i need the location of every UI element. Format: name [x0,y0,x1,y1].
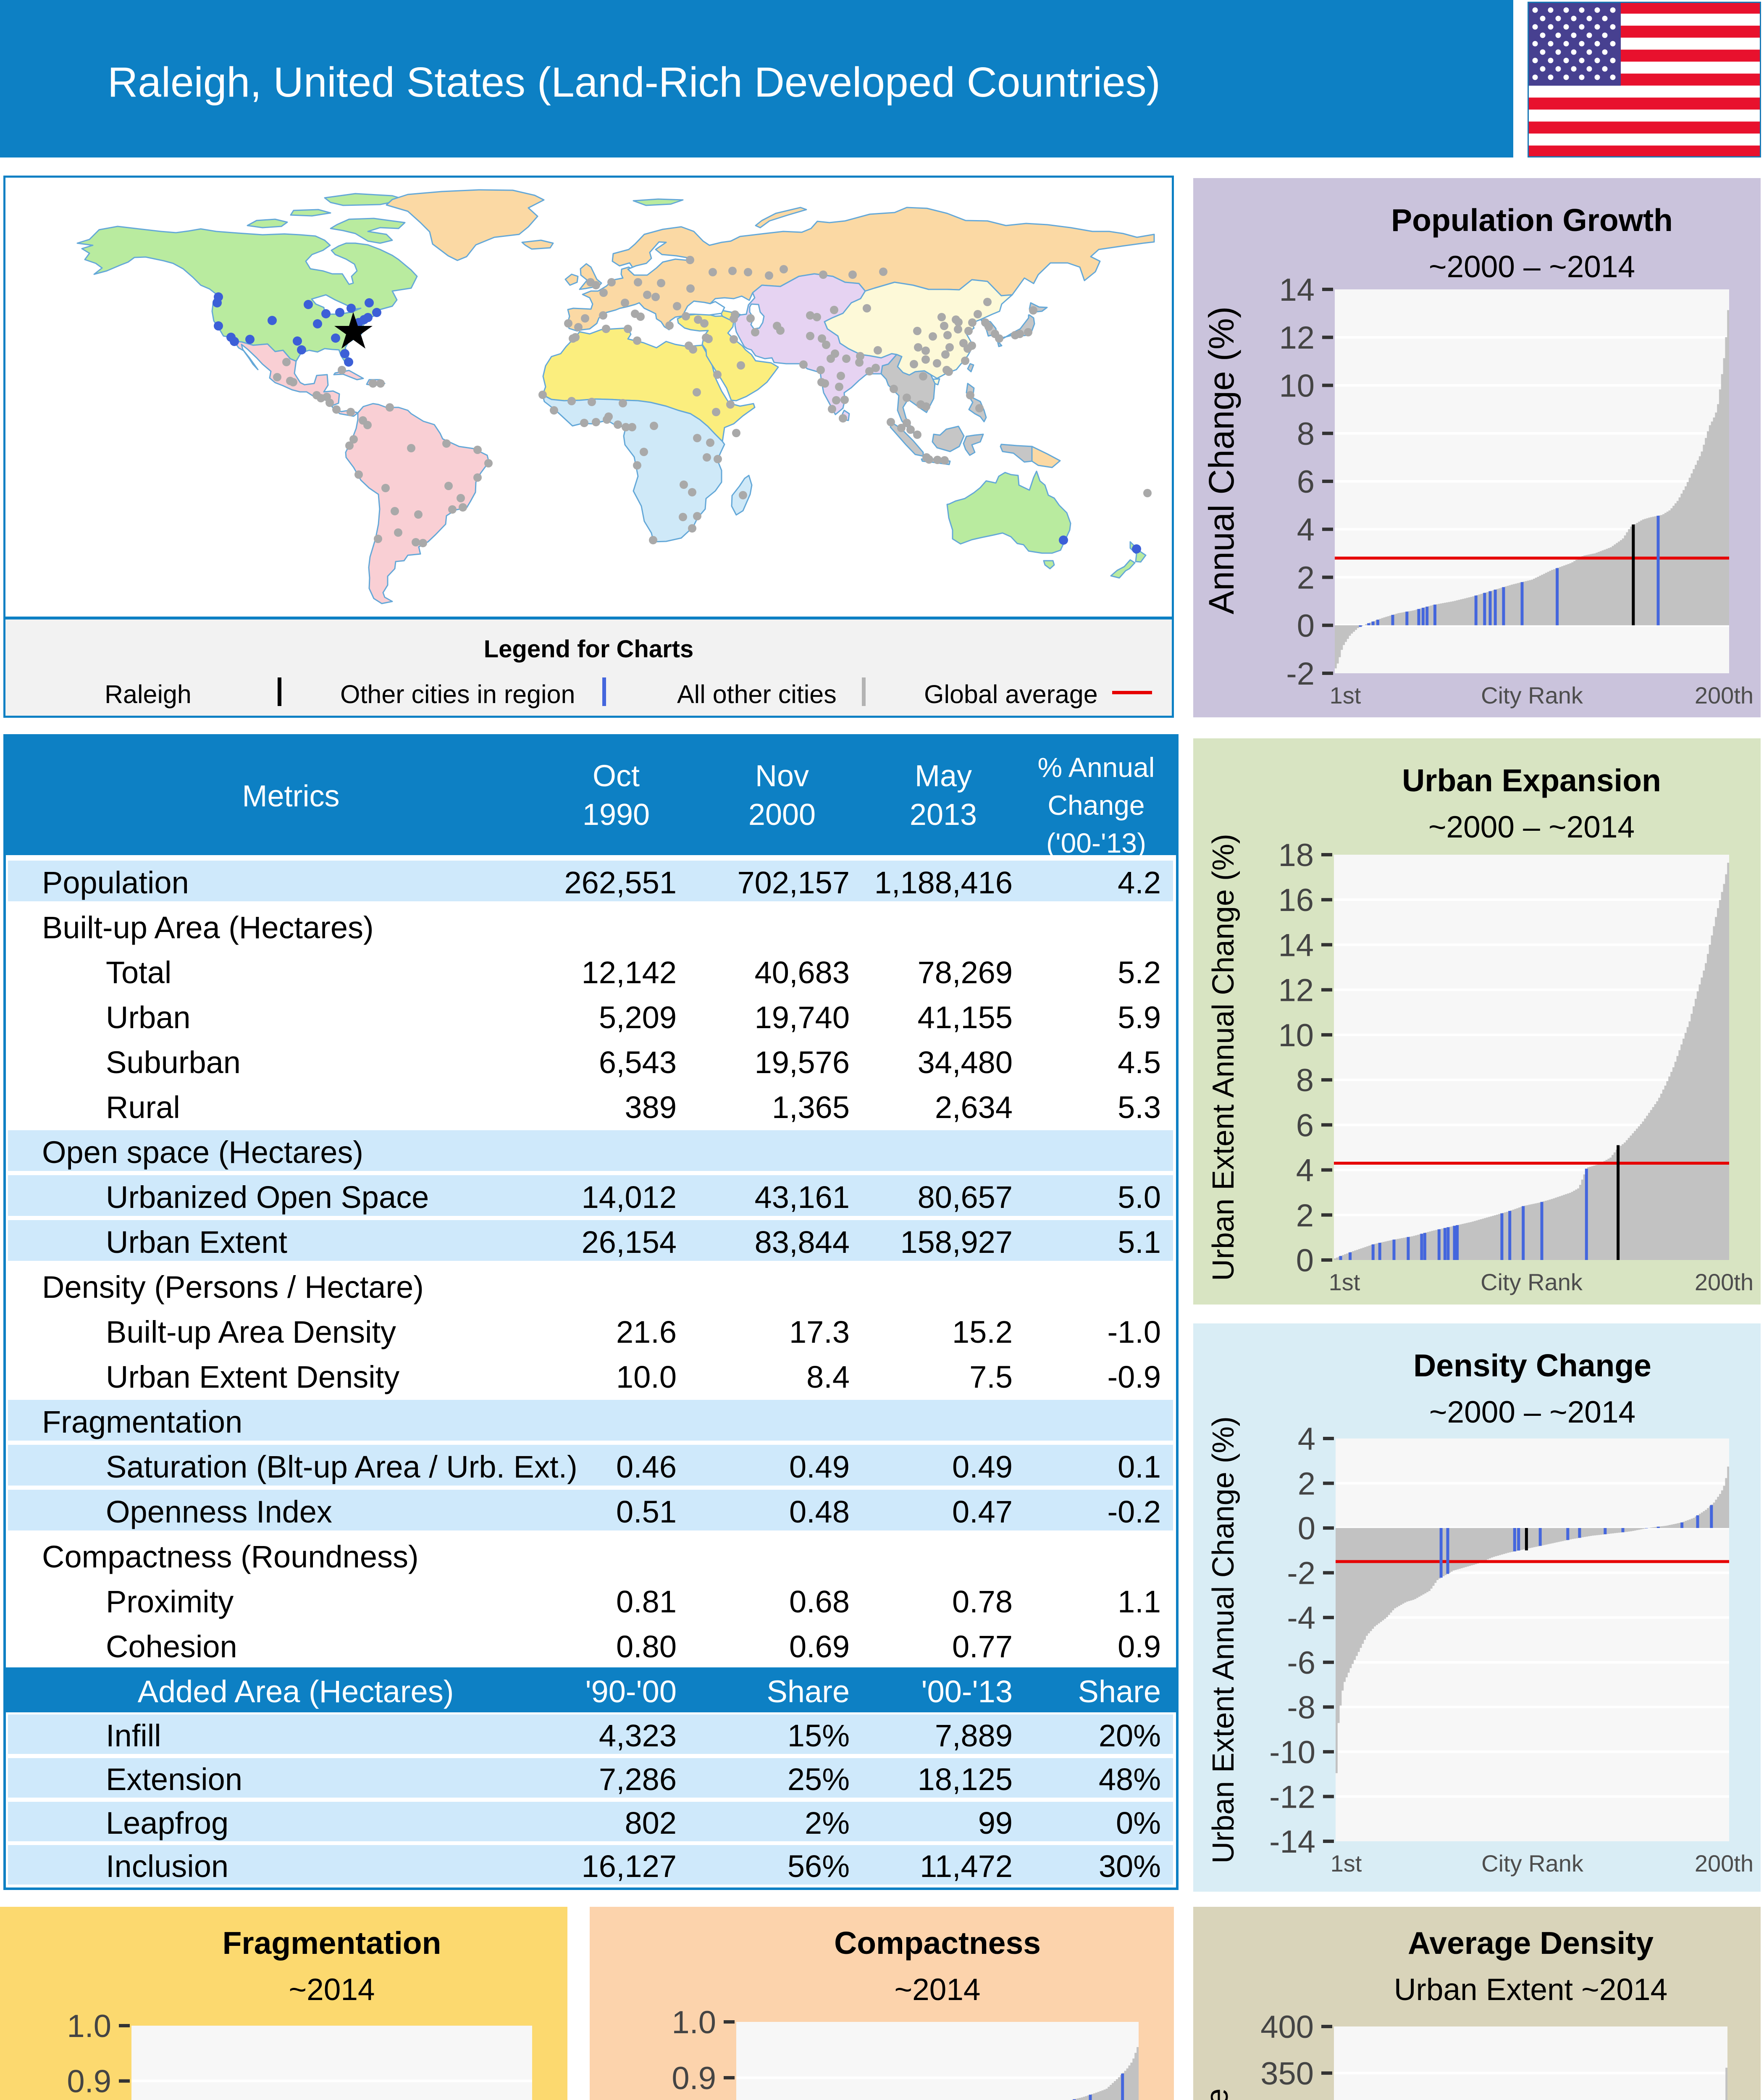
svg-text:14: 14 [1278,927,1314,963]
svg-text:200th: 200th [1695,682,1754,709]
svg-text:16: 16 [1278,882,1314,918]
svg-text:Urban Extent ~2014: Urban Extent ~2014 [1394,1973,1667,2007]
svg-text:-2: -2 [1286,656,1315,692]
svg-text:Annual Change (%): Annual Change (%) [1202,306,1241,614]
svg-text:-12: -12 [1269,1779,1315,1815]
svg-text:4: 4 [1297,512,1315,548]
svg-text:0.9: 0.9 [672,2061,716,2096]
svg-text:Density Change: Density Change [1413,1348,1651,1383]
svg-text:-8: -8 [1287,1690,1315,1725]
svg-text:6: 6 [1296,1108,1314,1143]
svg-text:Urban Extent Annual Change (%): Urban Extent Annual Change (%) [1207,1416,1240,1864]
svg-text:1.0: 1.0 [67,2008,111,2044]
svg-text:200th: 200th [1695,1269,1754,1295]
svg-text:-10: -10 [1269,1735,1315,1770]
svg-text:-14: -14 [1269,1824,1315,1860]
svg-text:14: 14 [1279,272,1315,308]
svg-text:~2000 – ~2014: ~2000 – ~2014 [1429,1395,1635,1429]
svg-text:~2014: ~2014 [894,1973,980,2007]
svg-text:8: 8 [1297,416,1315,452]
svg-text:City Rank: City Rank [1480,1269,1583,1295]
svg-text:12: 12 [1279,320,1315,356]
svg-text:350: 350 [1260,2056,1314,2092]
svg-text:Urban Expansion: Urban Expansion [1402,763,1661,798]
svg-text:~2014: ~2014 [289,1973,375,2007]
svg-text:400: 400 [1260,2009,1314,2045]
svg-text:4: 4 [1298,1421,1315,1457]
svg-text:0: 0 [1297,608,1315,644]
svg-text:Average Density: Average Density [1408,1925,1654,1961]
svg-text:12: 12 [1278,973,1314,1008]
svg-text:10: 10 [1278,1018,1314,1053]
svg-text:18: 18 [1278,837,1314,873]
svg-text:10: 10 [1279,368,1315,404]
svg-text:0.9: 0.9 [67,2064,111,2100]
svg-text:~2000 – ~2014: ~2000 – ~2014 [1429,250,1635,284]
svg-text:1st: 1st [1330,682,1361,709]
svg-text:4: 4 [1296,1153,1314,1189]
svg-text:City Rank: City Rank [1481,682,1583,709]
svg-text:1st: 1st [1329,1269,1360,1295]
svg-text:1st: 1st [1331,1850,1362,1877]
svg-text:Persons / Hectare: Persons / Hectare [1200,2088,1234,2100]
svg-text:2: 2 [1296,1198,1314,1234]
svg-text:Urban Extent Annual Change (%): Urban Extent Annual Change (%) [1207,834,1240,1281]
svg-text:City Rank: City Rank [1481,1850,1584,1877]
svg-text:6: 6 [1297,464,1315,500]
svg-text:2: 2 [1297,560,1315,596]
svg-text:1.0: 1.0 [672,2005,716,2040]
svg-text:-2: -2 [1287,1556,1315,1591]
svg-text:Fragmentation: Fragmentation [223,1925,441,1961]
svg-text:0: 0 [1298,1511,1315,1546]
svg-text:-4: -4 [1287,1600,1315,1636]
svg-text:Compactness: Compactness [834,1925,1041,1961]
svg-text:2: 2 [1298,1466,1315,1502]
svg-text:Population Growth: Population Growth [1391,202,1673,238]
svg-text:0: 0 [1296,1243,1314,1278]
svg-text:-6: -6 [1287,1645,1315,1681]
svg-text:200th: 200th [1695,1850,1754,1877]
svg-text:8: 8 [1296,1063,1314,1098]
svg-text:~2000 – ~2014: ~2000 – ~2014 [1428,810,1635,844]
